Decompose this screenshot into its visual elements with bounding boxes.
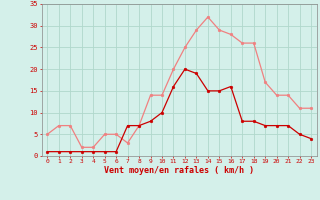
X-axis label: Vent moyen/en rafales ( km/h ): Vent moyen/en rafales ( km/h )	[104, 166, 254, 175]
